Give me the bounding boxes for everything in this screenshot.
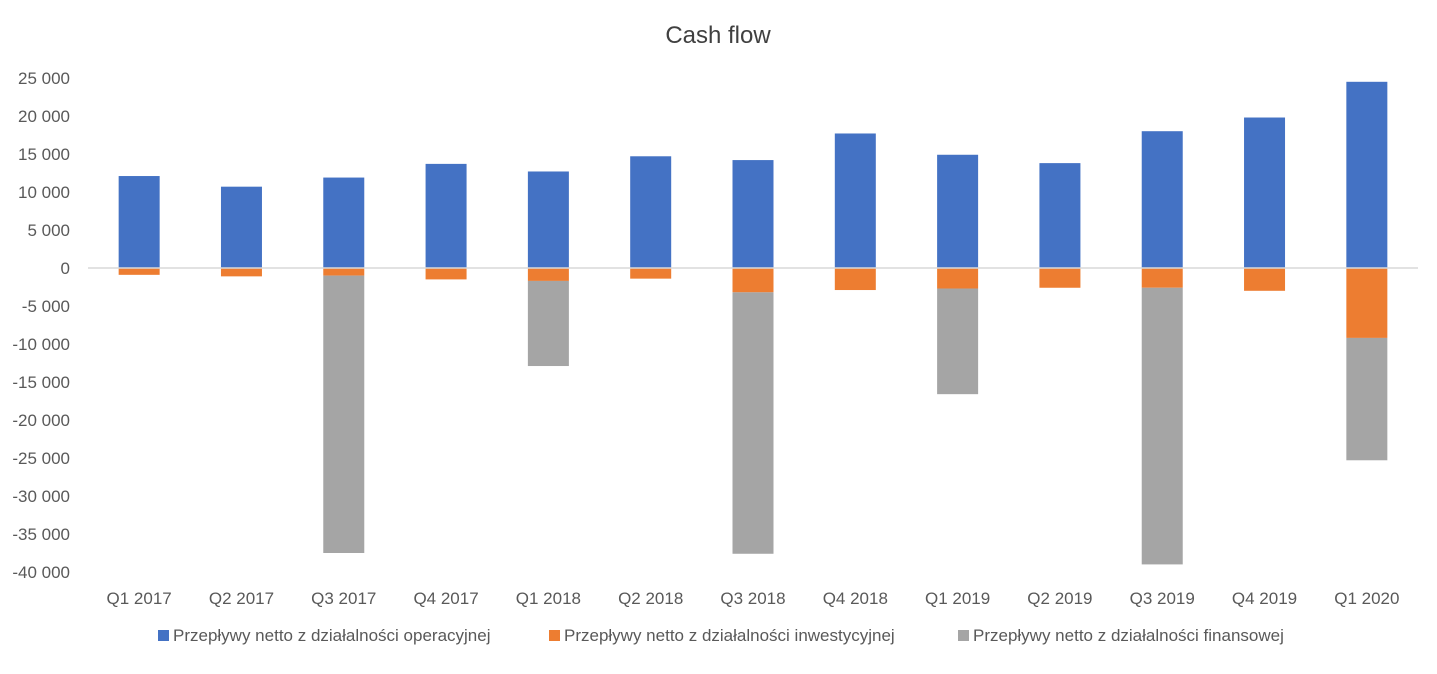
bar-series-1-q2-2017 [220,186,262,268]
x-tick-label: Q4 2019 [1232,589,1297,608]
x-tick-label: Q1 2019 [925,589,990,608]
bar-series-1-q3-2018 [732,160,774,268]
legend: Przepływy netto z działalności operacyjn… [158,626,1284,645]
legend-label: Przepływy netto z działalności operacyjn… [173,626,491,645]
bar-series-3-q1-2018 [527,280,569,367]
bar-series-1-q2-2019 [1039,163,1081,268]
chart-title: Cash flow [665,22,771,49]
x-tick-label: Q2 2017 [209,589,274,608]
x-axis-tick-labels: Q1 2017 Q2 2017 Q3 2017 Q4 2017 Q1 2018 Q2 20… [107,589,1400,608]
legend-item: Przepływy netto z działalności inwestycy… [549,626,895,645]
bar-series-1-q2-2018 [630,156,672,268]
bar-series-1-q4-2018 [834,133,876,268]
y-tick-label: 20 000 [18,107,70,126]
x-tick-label: Q3 2017 [311,589,376,608]
bar-series-3-q1-2020 [1346,337,1388,461]
y-tick-label: -30 000 [12,487,70,506]
y-tick-label: 15 000 [18,145,70,164]
x-tick-label: Q3 2019 [1130,589,1195,608]
x-tick-label: Q4 2017 [413,589,478,608]
legend-item: Przepływy netto z działalności operacyjn… [158,626,491,645]
x-tick-label: Q1 2020 [1334,589,1399,608]
bar-series-3-q3-2017 [323,275,365,553]
y-tick-label: 0 [61,259,70,278]
legend-swatch [958,630,969,641]
bar-series-1-q1-2019 [937,154,979,268]
x-tick-label: Q2 2018 [618,589,683,608]
bar-series-3-q3-2018 [732,292,774,554]
bar-series-3-q1-2019 [937,288,979,395]
bar-series-2-q4-2017 [425,268,467,280]
bar-series-2-q1-2019 [937,268,979,289]
bars [118,81,1388,565]
legend-swatch [549,630,560,641]
y-tick-label: -10 000 [12,335,70,354]
bar-series-2-q1-2018 [527,268,569,281]
x-tick-label: Q3 2018 [720,589,785,608]
y-tick-label: 25 000 [18,69,70,88]
bar-series-2-q2-2017 [220,268,262,277]
legend-label: Przepływy netto z działalności finansowe… [973,626,1284,645]
y-tick-label: -20 000 [12,411,70,430]
y-tick-label: -40 000 [12,563,70,582]
x-tick-label: Q1 2017 [107,589,172,608]
y-tick-label: -15 000 [12,373,70,392]
bar-series-2-q4-2019 [1244,268,1286,291]
bar-series-1-q4-2017 [425,163,467,268]
bar-series-3-q3-2019 [1141,287,1183,565]
bar-series-1-q3-2019 [1141,131,1183,268]
y-axis-tick-labels: 25 000 20 000 15 000 10 000 5 000 0 -5 000 -10 … [12,69,70,582]
bar-series-1-q3-2017 [323,177,365,268]
bar-series-2-q1-2020 [1346,268,1388,338]
bar-series-1-q1-2018 [527,171,569,268]
x-tick-label: Q4 2018 [823,589,888,608]
bar-series-1-q4-2019 [1244,117,1286,269]
bar-series-1-q1-2017 [118,176,160,268]
x-tick-label: Q1 2018 [516,589,581,608]
bar-series-2-q2-2018 [630,268,672,279]
bar-series-2-q3-2017 [323,268,365,276]
y-tick-label: -5 000 [22,297,70,316]
bar-series-2-q3-2018 [732,268,774,293]
y-tick-label: 5 000 [27,221,70,240]
x-tick-label: Q2 2019 [1027,589,1092,608]
bar-series-2-q1-2017 [118,268,160,275]
bar-series-2-q4-2018 [834,268,876,291]
bar-series-2-q3-2019 [1141,268,1183,288]
legend-swatch [158,630,169,641]
legend-item: Przepływy netto z działalności finansowe… [958,626,1284,645]
bar-series-1-q1-2020 [1346,81,1388,268]
y-tick-label: 10 000 [18,183,70,202]
y-tick-label: -35 000 [12,525,70,544]
legend-label: Przepływy netto z działalności inwestycy… [564,626,895,645]
bar-series-2-q2-2019 [1039,268,1081,288]
y-tick-label: -25 000 [12,449,70,468]
